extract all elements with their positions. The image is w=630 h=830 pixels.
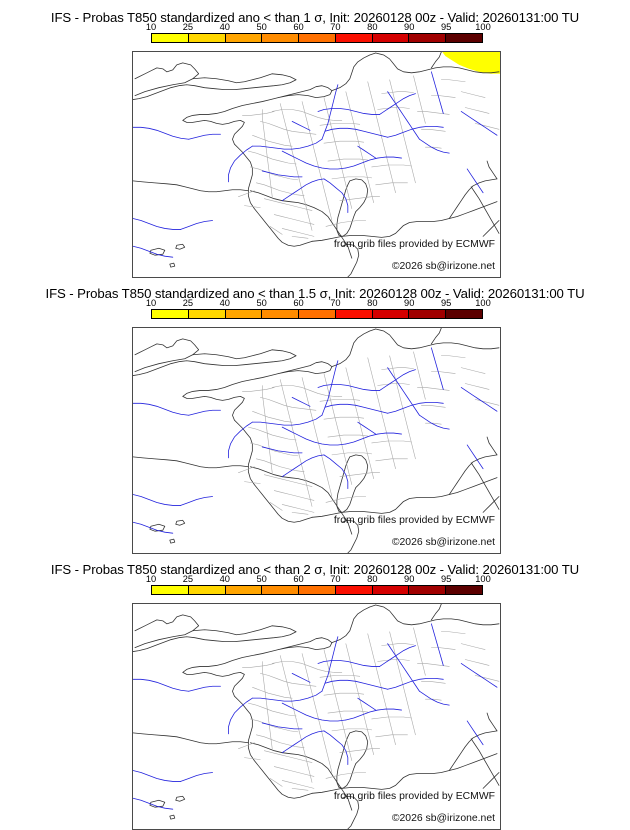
colorbar-tick-label: 100 (475, 22, 491, 32)
colorbar-segment (224, 34, 262, 42)
colorbar-segment (187, 310, 225, 318)
map-canvas-1[interactable]: from grib files provided by ECMWF ©2026 … (132, 51, 501, 278)
colorbar-tick-label: 40 (219, 298, 230, 308)
colorbar-tick-label: 90 (404, 298, 415, 308)
colorbar-tick-labels: 10 25 40 50 60 70 80 90 95 100 (146, 298, 491, 309)
forecast-panel-2: IFS - Probas T850 standardized ano < tha… (0, 276, 630, 554)
geography-layer (133, 604, 500, 829)
colorbar-segment (152, 310, 188, 318)
panel-title: IFS - Probas T850 standardized ano < tha… (50, 562, 580, 577)
geography-layer (133, 328, 500, 553)
map-vector (133, 328, 500, 553)
colorbar-tick-label: 90 (404, 574, 415, 584)
colorbar-segment (334, 34, 372, 42)
island-glyph (187, 789, 247, 805)
map-canvas-2[interactable]: from grib files provided by ECMWF ©2026 … (132, 327, 501, 554)
colorbar-tick-label: 10 (145, 574, 157, 584)
colorbar-segment (334, 586, 372, 594)
colorbar-tick-label: 10 (145, 298, 157, 308)
forecast-panel-3: IFS - Probas T850 standardized ano < tha… (0, 552, 630, 830)
colorbar-tick-label: 90 (404, 22, 415, 32)
colorbar-segment (261, 34, 299, 42)
colorbar-tick-label: 60 (293, 298, 304, 308)
colorbar-segment (224, 586, 262, 594)
panel-title: IFS - Probas T850 standardized ano < tha… (45, 286, 585, 301)
colorbar-tick-label: 25 (182, 298, 194, 308)
colorbar-swatches (151, 309, 483, 319)
map-canvas-3[interactable]: from grib files provided by ECMWF ©2026 … (132, 603, 501, 830)
colorbar-segment (334, 310, 372, 318)
colorbar-segment (298, 34, 335, 42)
probability-shading-1 (442, 52, 500, 74)
island-glyph (187, 237, 247, 253)
copyright-credit: ©2026 sb@irizone.net (391, 537, 495, 548)
colorbar-tick-label: 25 (182, 574, 194, 584)
colorbar-tick-label: 70 (330, 22, 341, 32)
colorbar-tick-label: 60 (293, 574, 304, 584)
colorbar-tick-label: 95 (440, 22, 452, 32)
copyright-credit: ©2026 sb@irizone.net (391, 813, 495, 824)
colorbar-segment (371, 34, 409, 42)
colorbar-tick-label: 25 (182, 22, 194, 32)
source-credit: from grib files provided by ECMWF (333, 239, 495, 250)
colorbar: 10 25 40 50 60 70 80 90 95 100 (146, 22, 491, 43)
colorbar-tick-label: 100 (475, 574, 491, 584)
colorbar-tick-label: 50 (256, 298, 267, 308)
colorbar-segment (408, 310, 446, 318)
colorbar-tick-label: 60 (293, 22, 304, 32)
colorbar-segment (371, 586, 409, 594)
source-credit: from grib files provided by ECMWF (333, 515, 495, 526)
colorbar-tick-label: 40 (219, 22, 230, 32)
colorbar-tick-label: 50 (256, 574, 267, 584)
colorbar-segment (261, 586, 299, 594)
copyright-credit: ©2026 sb@irizone.net (391, 261, 495, 272)
map-vector (133, 604, 500, 829)
colorbar: 10 25 40 50 60 70 80 90 95 100 (146, 574, 491, 595)
colorbar-segment (261, 310, 299, 318)
colorbar-tick-label: 100 (475, 298, 491, 308)
colorbar-tick-label: 50 (256, 22, 267, 32)
colorbar-tick-label: 70 (330, 574, 341, 584)
colorbar-segment (445, 34, 483, 42)
island-glyph (187, 513, 247, 529)
colorbar-segment (371, 310, 409, 318)
colorbar: 10 25 40 50 60 70 80 90 95 100 (146, 298, 491, 319)
colorbar-tick-label: 70 (330, 298, 341, 308)
colorbar-segment (152, 34, 188, 42)
map-vector (133, 52, 500, 277)
colorbar-segment (445, 586, 483, 594)
colorbar-segment (152, 586, 188, 594)
colorbar-segment (408, 34, 446, 42)
colorbar-segment (298, 310, 335, 318)
colorbar-tick-label: 10 (145, 22, 157, 32)
colorbar-tick-label: 40 (219, 574, 230, 584)
colorbar-swatches (151, 585, 483, 595)
colorbar-tick-labels: 10 25 40 50 60 70 80 90 95 100 (146, 22, 491, 33)
colorbar-tick-labels: 10 25 40 50 60 70 80 90 95 100 (146, 574, 491, 585)
colorbar-segment (298, 586, 335, 594)
colorbar-swatches (151, 33, 483, 43)
colorbar-tick-label: 95 (440, 574, 452, 584)
panel-title: IFS - Probas T850 standardized ano < tha… (50, 10, 580, 25)
source-credit: from grib files provided by ECMWF (333, 791, 495, 802)
colorbar-segment (224, 310, 262, 318)
colorbar-segment (408, 586, 446, 594)
colorbar-tick-label: 80 (367, 298, 378, 308)
geography-layer (133, 52, 500, 277)
colorbar-tick-label: 80 (367, 574, 378, 584)
colorbar-segment (187, 34, 225, 42)
colorbar-tick-label: 80 (367, 22, 378, 32)
colorbar-segment (187, 586, 225, 594)
forecast-panel-1: IFS - Probas T850 standardized ano < tha… (0, 0, 630, 278)
colorbar-tick-label: 95 (440, 298, 452, 308)
colorbar-segment (445, 310, 483, 318)
